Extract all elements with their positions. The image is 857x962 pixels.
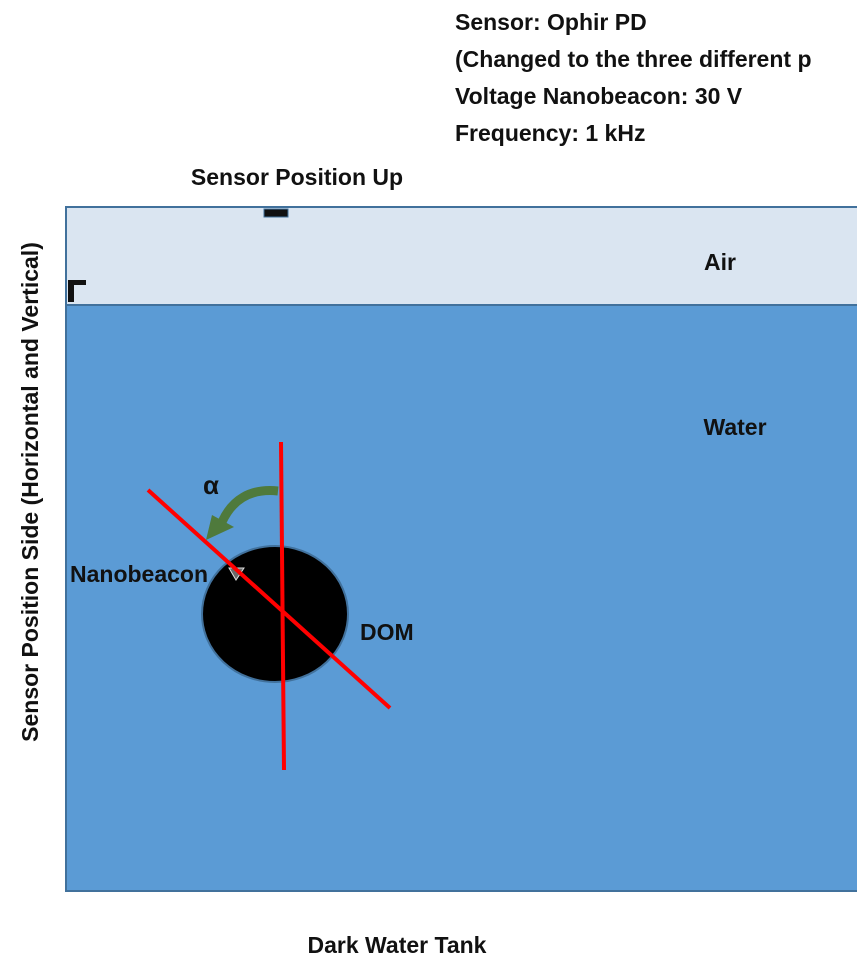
header-line: (Changed to the three different p [455,46,812,72]
sensor-side-label: Sensor Position Side (Horizontal and Ver… [17,242,43,742]
vertical-axis-line [279,441,286,771]
angle-arrow [217,486,279,525]
header-line: Sensor: Ophir PD [455,9,647,35]
dom-sphere [201,545,349,683]
sensor-up [263,208,289,218]
tank-caption: Dark Water Tank [308,932,487,958]
air-label: Air [704,249,736,275]
nanobeacon-label: Nanobeacon [70,561,208,587]
air-region [65,206,857,306]
sensor-side [68,280,86,302]
sensor-up-label: Sensor Position Up [191,164,403,190]
angle-arrow-head [206,515,234,540]
header-line: Frequency: 1 kHz [455,120,645,146]
water-region [65,304,857,892]
angle-label: α [203,470,219,500]
water-label: Water [703,414,766,440]
header-line: Voltage Nanobeacon: 30 V [455,83,743,109]
dom-label: DOM [360,619,414,645]
tilted-axis-line [146,488,392,710]
